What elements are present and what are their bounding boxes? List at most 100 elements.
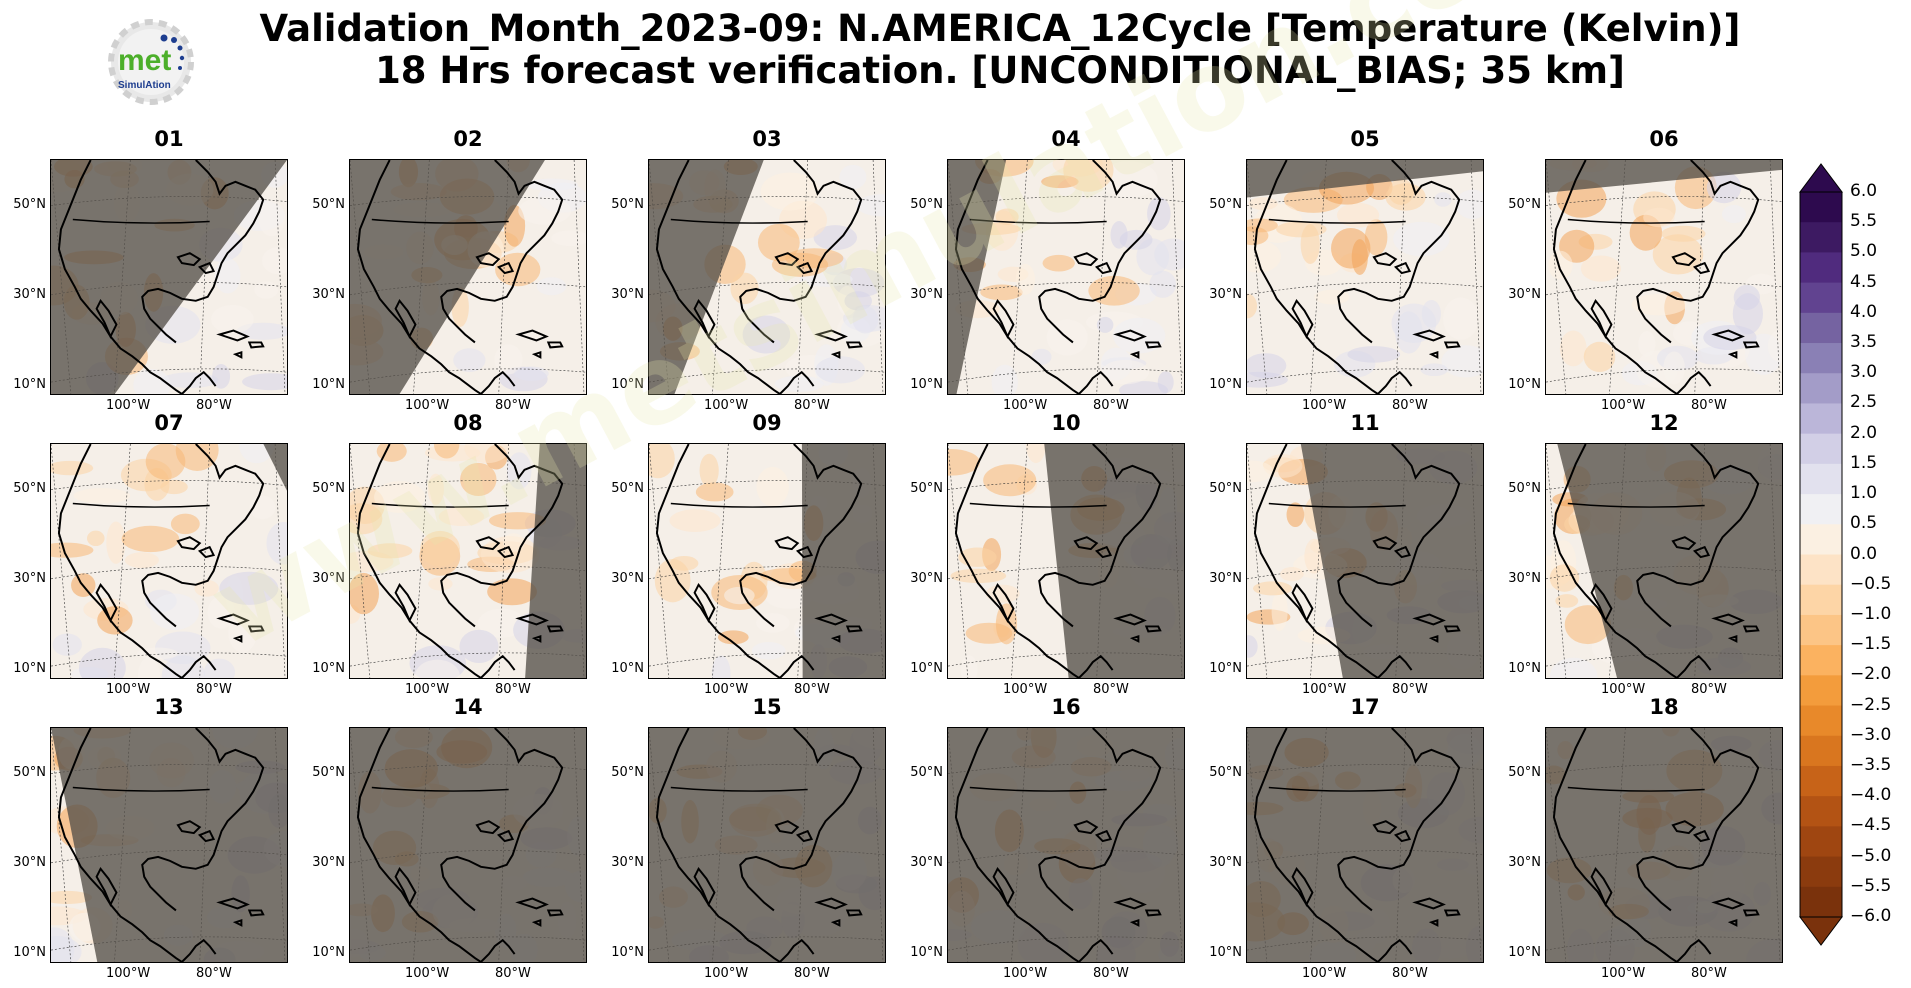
longitude-label: 80°W (1392, 966, 1428, 981)
colorbar-bin (1800, 222, 1842, 253)
night-shading (1557, 444, 1782, 678)
longitude-label: 80°W (794, 966, 830, 981)
map-panel: 02 (349, 127, 587, 395)
night-shading (1247, 728, 1483, 962)
latitude-label: 10°N (910, 945, 943, 960)
colorbar-bin (1800, 282, 1842, 314)
longitude-label: 100°W (106, 966, 151, 981)
longitude-label: 100°W (405, 966, 450, 981)
night-shading (1546, 160, 1782, 193)
bias-map (947, 159, 1185, 395)
bias-map (50, 443, 288, 679)
colorbar-bin (1800, 796, 1842, 827)
panel-title: 14 (453, 695, 483, 719)
map-panel: 16 (947, 695, 1185, 963)
latitude-label: 10°N (1209, 377, 1242, 392)
longitude-label: 100°W (405, 398, 450, 413)
night-shading (525, 444, 586, 678)
colorbar-tick-label: 3.5 (1850, 332, 1878, 353)
map-panel: 03 (648, 127, 886, 395)
latitude-label: 50°N (1209, 765, 1242, 780)
latitude-label: 50°N (1508, 197, 1541, 212)
night-shading (948, 728, 1184, 962)
latitude-label: 50°N (312, 197, 345, 212)
panel-title: 11 (1350, 411, 1380, 435)
longitude-label: 80°W (1093, 398, 1129, 413)
latitude-label: 30°N (910, 571, 943, 586)
bias-map (1246, 159, 1484, 395)
map-panel: 14 (349, 695, 587, 963)
latitude-label: 30°N (1508, 571, 1541, 586)
colorbar-bin (1800, 403, 1842, 435)
panel-title: 06 (1649, 127, 1679, 151)
bias-map (1246, 727, 1484, 963)
bias-map (349, 159, 587, 395)
panel-title: 16 (1051, 695, 1081, 719)
colorbar-tick-label: 0.5 (1850, 513, 1878, 534)
panel-title: 01 (154, 127, 184, 151)
panel-title: 03 (752, 127, 782, 151)
colorbar-tick-label: −1.5 (1850, 634, 1892, 655)
colorbar-bin (1800, 312, 1842, 344)
panel-title: 17 (1350, 695, 1380, 719)
latitude-label: 10°N (1508, 945, 1541, 960)
latitude-label: 10°N (312, 377, 345, 392)
latitude-label: 30°N (312, 287, 345, 302)
latitude-label: 50°N (910, 481, 943, 496)
latitude-label: 30°N (13, 855, 46, 870)
longitude-label: 100°W (704, 966, 749, 981)
longitude-label: 80°W (1691, 966, 1727, 981)
bias-map (947, 727, 1185, 963)
colorbar-tick-label: 1.0 (1850, 483, 1878, 504)
colorbar-tick-label: 6.0 (1850, 181, 1878, 201)
colorbar-bin (1800, 645, 1842, 676)
panel-title: 12 (1649, 411, 1679, 435)
longitude-label: 100°W (1601, 966, 1646, 981)
latitude-label: 10°N (1508, 377, 1541, 392)
colorbar-tick-label: 4.0 (1850, 301, 1878, 322)
bias-map (648, 443, 886, 679)
latitude-label: 50°N (312, 765, 345, 780)
colorbar-bin (1800, 554, 1842, 586)
colorbar-tick-label: 1.5 (1850, 452, 1878, 473)
longitude-label: 80°W (1093, 682, 1129, 697)
colorbar-bin (1800, 886, 1842, 918)
night-shading (649, 160, 764, 394)
colorbar-bin (1800, 765, 1842, 797)
panel-title: 10 (1051, 411, 1081, 435)
map-panel: 11 (1246, 411, 1484, 679)
bias-map (349, 727, 587, 963)
latitude-label: 10°N (611, 377, 644, 392)
colorbar-tick-label: 2.0 (1850, 422, 1878, 443)
night-shading (1247, 160, 1483, 198)
latitude-label: 50°N (611, 197, 644, 212)
logo-text: met (118, 44, 171, 77)
latitude-label: 30°N (910, 287, 943, 302)
map-panel: 09 (648, 411, 886, 679)
longitude-label: 80°W (196, 398, 232, 413)
colorbar-bin (1800, 826, 1842, 858)
latitude-label: 10°N (611, 945, 644, 960)
panel-title: 18 (1649, 695, 1679, 719)
map-panel: 12 (1545, 411, 1783, 679)
colorbar-bin (1800, 524, 1842, 555)
latitude-label: 50°N (910, 197, 943, 212)
longitude-label: 100°W (106, 398, 151, 413)
colorbar-tick-label: −5.5 (1850, 875, 1892, 896)
bias-map (349, 443, 587, 679)
latitude-label: 50°N (1209, 197, 1242, 212)
panel-title: 13 (154, 695, 184, 719)
colorbar-tick-label: 5.5 (1850, 211, 1878, 232)
colorbar-bin (1800, 675, 1842, 707)
colorbar-tick-label: −2.0 (1850, 664, 1892, 685)
latitude-label: 50°N (13, 765, 46, 780)
longitude-label: 80°W (1093, 966, 1129, 981)
longitude-label: 100°W (704, 398, 749, 413)
panel-title: 09 (752, 411, 782, 435)
map-panel: 04 (947, 127, 1185, 395)
colorbar-bin (1800, 252, 1842, 284)
colorbar-tick-label: 3.0 (1850, 362, 1878, 383)
night-shading (1546, 728, 1782, 962)
night-shading (350, 728, 586, 962)
latitude-label: 30°N (1209, 571, 1242, 586)
